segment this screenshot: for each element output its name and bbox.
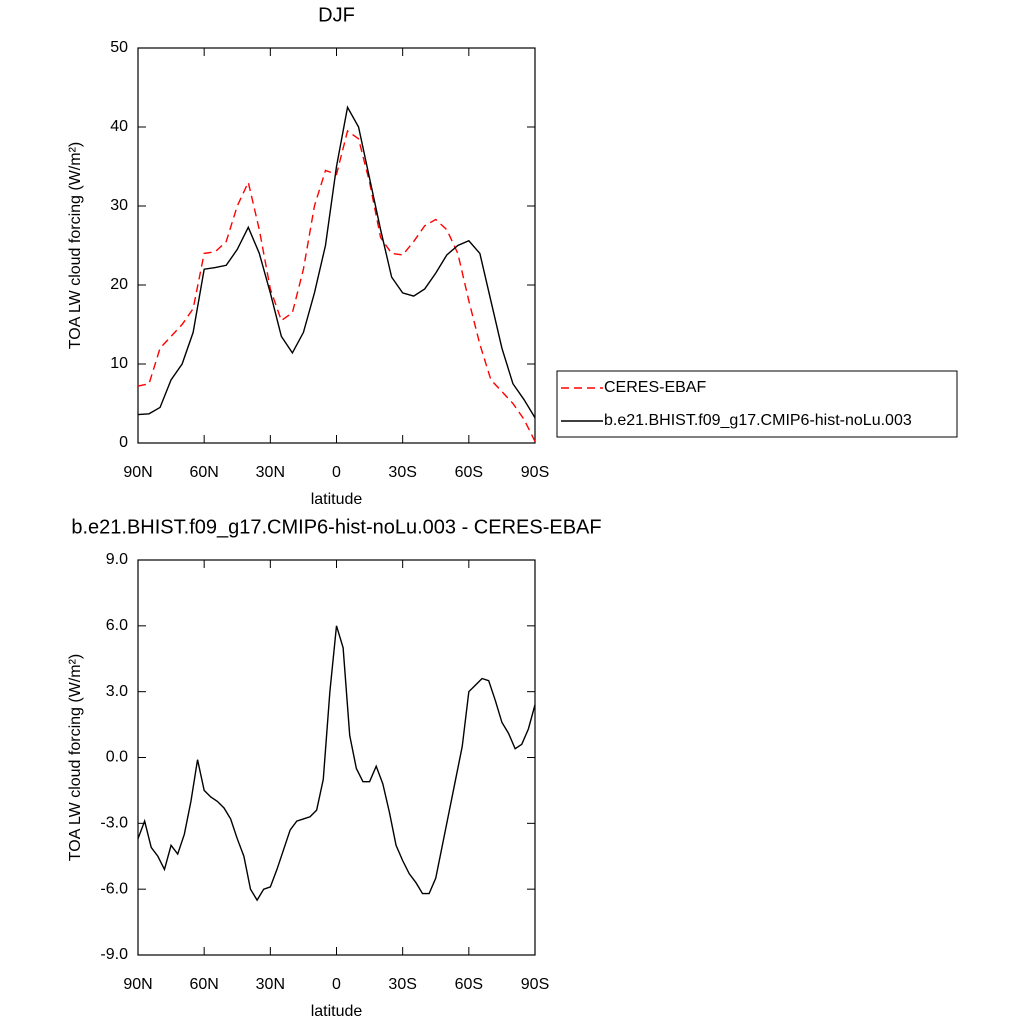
x-tick-label: 30N <box>256 976 285 993</box>
plot-frame <box>137 559 536 956</box>
y-tick-label: 6.0 <box>106 617 128 634</box>
x-tick-label: 60N <box>189 976 218 993</box>
x-axis-label: latitude <box>311 1003 363 1020</box>
x-tick-label: 90S <box>521 464 549 481</box>
y-tick-label: -9.0 <box>100 946 128 963</box>
data-line <box>137 625 536 902</box>
x-tick-label: 60S <box>455 464 483 481</box>
y-tick-label: 3.0 <box>106 683 128 700</box>
y-tick-label: 9.0 <box>106 551 128 568</box>
chart-title: DJF <box>318 4 355 26</box>
x-tick-label: 0 <box>332 464 341 481</box>
x-tick-label: 60N <box>189 464 218 481</box>
y-tick-label: 50 <box>110 39 128 56</box>
x-tick-label: 0 <box>332 976 341 993</box>
legend-label: b.e21.BHIST.f09_g17.CMIP6-hist-noLu.003 <box>604 412 912 429</box>
legend-box <box>556 370 958 438</box>
y-axis-label: TOA LW cloud forcing (W/m²) <box>67 654 84 861</box>
y-tick-label: -6.0 <box>100 880 128 897</box>
y-tick-label: -3.0 <box>100 815 128 832</box>
x-tick-label: 90N <box>123 976 152 993</box>
x-tick-label: 30S <box>388 464 416 481</box>
data-line <box>137 105 536 419</box>
x-tick-label: 30S <box>388 976 416 993</box>
y-tick-label: 0.0 <box>106 749 128 766</box>
y-tick-label: 0 <box>119 434 128 451</box>
y-axis-label: TOA LW cloud forcing (W/m²) <box>67 142 84 349</box>
x-tick-label: 90S <box>521 976 549 993</box>
y-tick-label: 30 <box>110 197 128 214</box>
x-tick-label: 30N <box>256 464 285 481</box>
legend-label: CERES-EBAF <box>604 379 706 396</box>
x-tick-label: 60S <box>455 976 483 993</box>
chart-title: b.e21.BHIST.f09_g17.CMIP6-hist-noLu.003 … <box>71 516 601 538</box>
plot-frame <box>137 47 536 444</box>
y-tick-label: 40 <box>110 118 128 135</box>
y-tick-label: 20 <box>110 276 128 293</box>
x-tick-label: 90N <box>123 464 152 481</box>
x-axis-label: latitude <box>311 491 363 508</box>
data-line <box>137 129 536 442</box>
y-tick-label: 10 <box>110 355 128 372</box>
